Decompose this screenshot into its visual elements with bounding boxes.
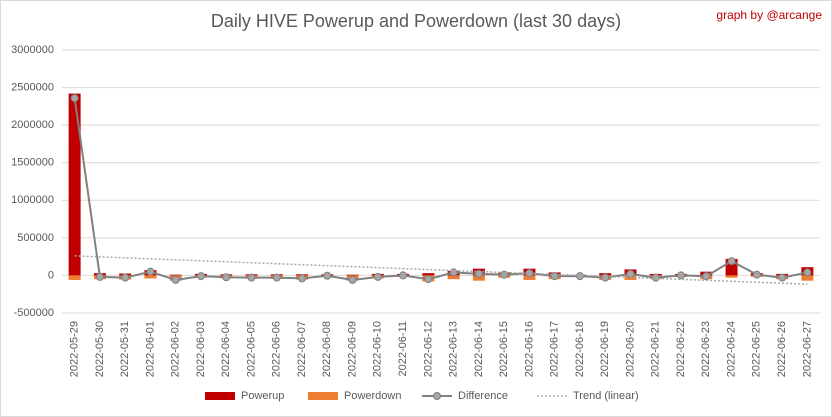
legend-marker xyxy=(433,392,441,400)
y-tick-label: 2500000 xyxy=(11,81,54,93)
y-tick-label: 500000 xyxy=(17,232,54,244)
chart-title: Daily HIVE Powerup and Powerdown (last 3… xyxy=(211,11,621,31)
difference-marker xyxy=(247,273,256,282)
bar xyxy=(144,275,157,279)
legend-label: Powerup xyxy=(241,390,284,402)
x-tick-label: 2022-06-24 xyxy=(725,321,737,377)
x-tick-label: 2022-06-12 xyxy=(422,321,434,377)
difference-marker xyxy=(803,268,812,277)
legend-swatch xyxy=(308,392,338,400)
y-tick-label: 2000000 xyxy=(11,119,54,131)
x-tick-label: 2022-06-17 xyxy=(549,321,561,377)
bar xyxy=(68,275,81,280)
x-tick-label: 2022-05-31 xyxy=(119,321,131,377)
x-tick-label: 2022-06-23 xyxy=(700,321,712,377)
difference-marker xyxy=(298,274,307,283)
y-tick-label: 1000000 xyxy=(11,194,54,206)
difference-marker xyxy=(550,272,559,281)
difference-marker xyxy=(601,273,610,282)
difference-marker xyxy=(196,272,205,281)
difference-marker xyxy=(702,272,711,281)
difference-line xyxy=(73,97,808,281)
x-tick-label: 2022-06-05 xyxy=(245,321,257,377)
difference-marker xyxy=(752,270,761,279)
bar xyxy=(801,275,814,281)
difference-marker xyxy=(146,267,155,276)
x-tick-label: 2022-06-15 xyxy=(498,321,510,377)
difference-marker xyxy=(424,275,433,284)
x-tick-label: 2022-06-18 xyxy=(574,321,586,377)
y-tick-label: 1500000 xyxy=(11,157,54,169)
x-tick-label: 2022-06-07 xyxy=(296,321,308,377)
difference-marker xyxy=(474,269,483,278)
bar xyxy=(346,274,359,276)
x-tick-label: 2022-06-02 xyxy=(170,321,182,377)
x-tick-label: 2022-06-14 xyxy=(473,321,485,377)
y-tick-label: -500000 xyxy=(14,307,54,319)
x-tick-label: 2022-06-09 xyxy=(346,321,358,377)
difference-marker xyxy=(778,273,787,282)
difference-marker xyxy=(70,94,79,103)
difference-marker xyxy=(677,271,686,280)
y-tick-label: 0 xyxy=(48,269,54,281)
difference-marker xyxy=(272,273,281,282)
bar xyxy=(422,273,435,276)
x-tick-label: 2022-06-25 xyxy=(751,321,763,377)
x-tick-label: 2022-06-08 xyxy=(321,321,333,377)
x-tick-label: 2022-06-16 xyxy=(523,321,535,377)
difference-marker xyxy=(95,272,104,281)
difference-marker xyxy=(323,271,332,280)
difference-marker xyxy=(399,271,408,280)
difference-marker xyxy=(222,273,231,282)
bar xyxy=(472,275,485,281)
x-tick-label: 2022-06-10 xyxy=(372,321,384,377)
x-tick-label: 2022-06-03 xyxy=(195,321,207,377)
bar xyxy=(523,275,536,280)
y-tick-label: 3000000 xyxy=(11,44,54,56)
x-tick-label: 2022-05-30 xyxy=(94,321,106,377)
difference-marker xyxy=(348,275,357,284)
x-tick-label: 2022-06-04 xyxy=(220,321,232,377)
legend-label: Difference xyxy=(458,390,508,402)
x-tick-label: 2022-06-13 xyxy=(448,321,460,377)
annotation: graph by @arcange xyxy=(716,8,822,22)
x-tick-label: 2022-06-22 xyxy=(675,321,687,377)
difference-marker xyxy=(626,269,635,278)
legend-swatch xyxy=(205,392,235,400)
difference-marker xyxy=(727,257,736,266)
x-tick-label: 2022-06-21 xyxy=(650,321,662,377)
difference-marker xyxy=(171,275,180,284)
x-tick-label: 2022-06-20 xyxy=(624,321,636,377)
bar xyxy=(447,275,460,280)
bar xyxy=(725,275,738,278)
x-tick-label: 2022-06-19 xyxy=(599,321,611,377)
x-tick-label: 2022-06-26 xyxy=(776,321,788,377)
difference-marker xyxy=(121,273,130,282)
x-tick-label: 2022-05-29 xyxy=(69,321,81,377)
x-tick-label: 2022-06-27 xyxy=(801,321,813,377)
legend-label: Trend (linear) xyxy=(573,390,639,402)
difference-marker xyxy=(525,269,534,278)
x-tick-label: 2022-06-06 xyxy=(271,321,283,377)
bar xyxy=(169,274,182,276)
x-tick-label: 2022-06-11 xyxy=(397,321,409,376)
bar xyxy=(68,93,81,276)
legend-label: Powerdown xyxy=(344,390,401,402)
x-tick-label: 2022-06-01 xyxy=(144,321,156,377)
difference-marker xyxy=(373,272,382,281)
